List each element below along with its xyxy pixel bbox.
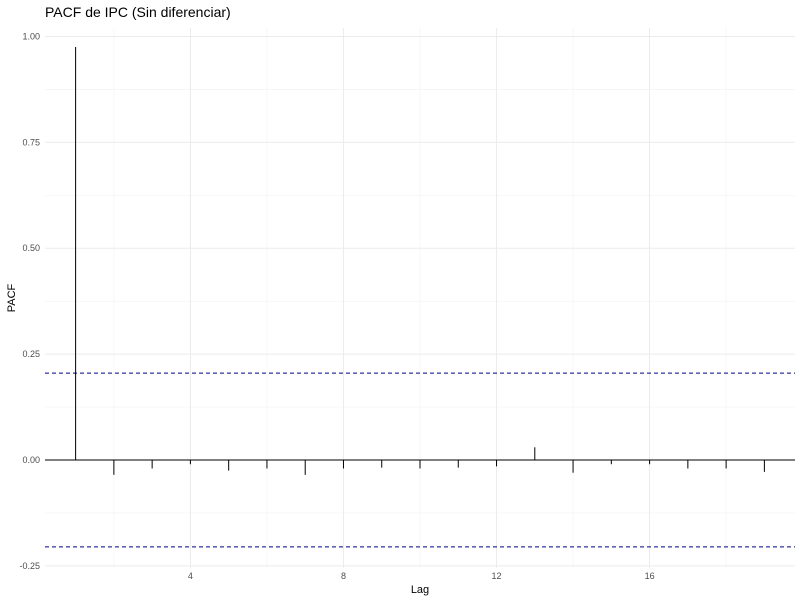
x-tick-label: 8 — [341, 571, 346, 581]
x-tick-label: 16 — [645, 571, 655, 581]
chart-title: PACF de IPC (Sin diferenciar) — [45, 4, 231, 20]
x-tick-label: 4 — [188, 571, 193, 581]
y-tick-label: 1.00 — [22, 31, 40, 41]
stem-layer — [75, 47, 765, 475]
y-tick-label: 0.25 — [22, 349, 40, 359]
y-tick-labels: -0.25 0.00 0.25 0.50 0.75 1.00 — [19, 31, 40, 570]
x-tick-labels: 4 8 12 16 — [188, 571, 655, 581]
y-axis-title: PACF — [6, 283, 18, 312]
y-tick-label: -0.25 — [19, 561, 40, 571]
y-tick-label: 0.00 — [22, 455, 40, 465]
grid-layer — [45, 28, 795, 568]
y-tick-label: 0.75 — [22, 137, 40, 147]
bound-layer — [45, 372, 795, 548]
x-axis-title: Lag — [411, 584, 429, 596]
x-tick-label: 12 — [492, 571, 502, 581]
y-tick-label: 0.50 — [22, 243, 40, 253]
